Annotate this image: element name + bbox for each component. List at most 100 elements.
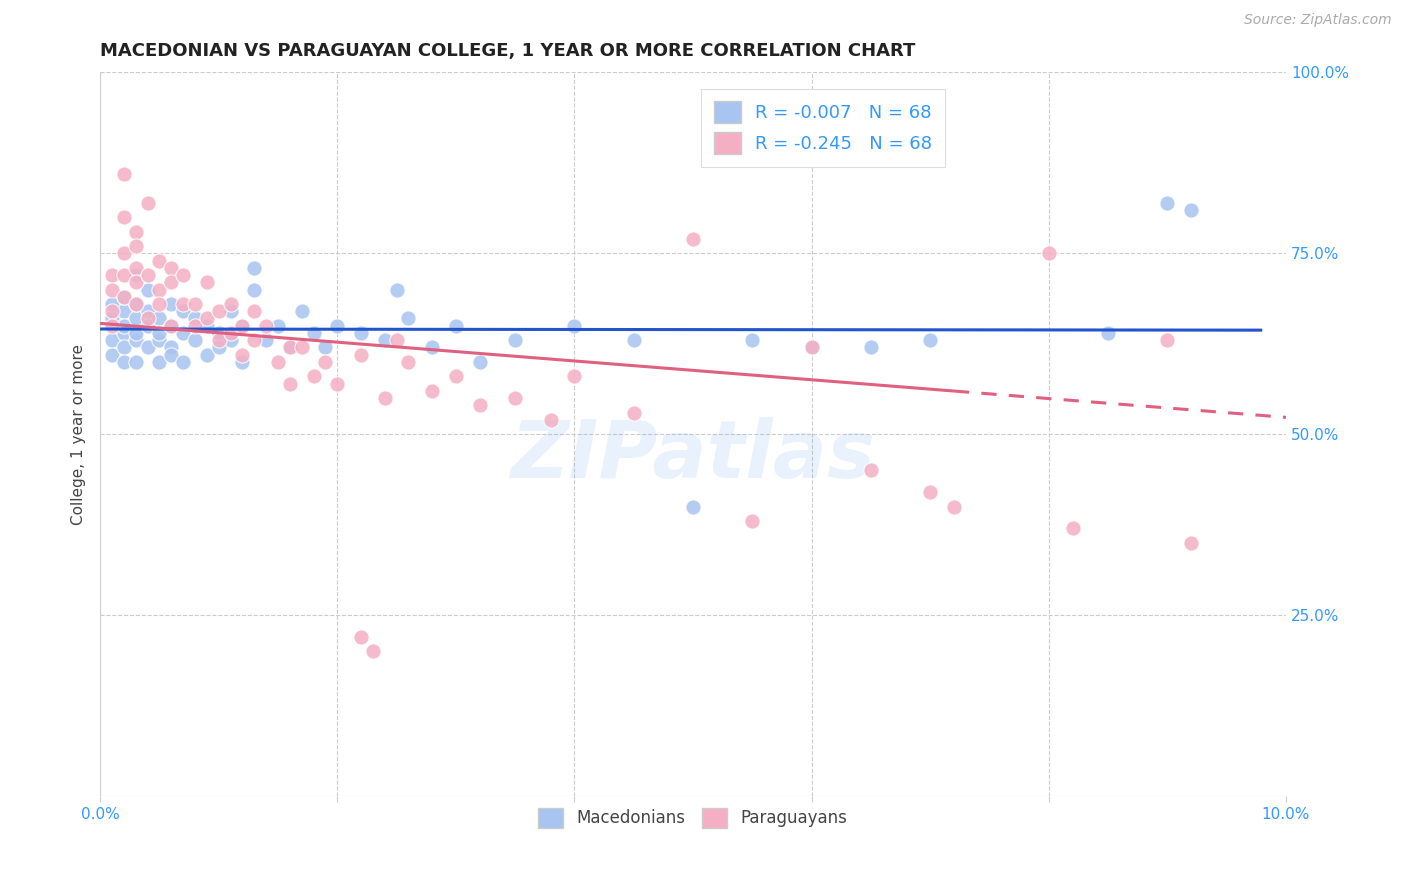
Point	[219, 304, 242, 318]
Point	[112, 210, 135, 224]
Point	[398, 355, 420, 369]
Point	[160, 318, 183, 333]
Point	[243, 260, 266, 275]
Point	[374, 391, 396, 405]
Point	[112, 246, 135, 260]
Point	[231, 318, 253, 333]
Point	[112, 326, 135, 340]
Y-axis label: College, 1 year or more: College, 1 year or more	[72, 343, 86, 524]
Point	[231, 318, 253, 333]
Point	[741, 333, 763, 347]
Point	[1038, 246, 1060, 260]
Point	[231, 348, 253, 362]
Point	[540, 413, 562, 427]
Point	[208, 340, 231, 354]
Point	[374, 333, 396, 347]
Point	[254, 333, 277, 347]
Point	[160, 260, 183, 275]
Point	[136, 195, 159, 210]
Point	[112, 167, 135, 181]
Point	[564, 369, 586, 384]
Point	[125, 333, 148, 347]
Point	[125, 268, 148, 282]
Point	[184, 318, 207, 333]
Point	[184, 311, 207, 326]
Point	[112, 318, 135, 333]
Point	[125, 326, 148, 340]
Point	[623, 333, 645, 347]
Point	[148, 333, 170, 347]
Point	[101, 304, 124, 318]
Point	[361, 644, 384, 658]
Point	[101, 297, 124, 311]
Text: MACEDONIAN VS PARAGUAYAN COLLEGE, 1 YEAR OR MORE CORRELATION CHART: MACEDONIAN VS PARAGUAYAN COLLEGE, 1 YEAR…	[100, 42, 915, 60]
Point	[682, 232, 704, 246]
Point	[125, 311, 148, 326]
Point	[741, 514, 763, 528]
Point	[160, 340, 183, 354]
Point	[112, 304, 135, 318]
Point	[136, 304, 159, 318]
Point	[125, 355, 148, 369]
Point	[112, 340, 135, 354]
Point	[859, 463, 882, 477]
Point	[800, 340, 823, 354]
Point	[302, 326, 325, 340]
Point	[564, 318, 586, 333]
Point	[112, 290, 135, 304]
Point	[136, 311, 159, 326]
Point	[148, 311, 170, 326]
Point	[314, 340, 336, 354]
Point	[195, 318, 218, 333]
Point	[920, 333, 942, 347]
Point	[219, 297, 242, 311]
Point	[101, 333, 124, 347]
Point	[125, 297, 148, 311]
Point	[160, 318, 183, 333]
Point	[112, 290, 135, 304]
Point	[195, 275, 218, 289]
Point	[195, 311, 218, 326]
Point	[1062, 521, 1084, 535]
Point	[420, 384, 443, 398]
Point	[125, 260, 148, 275]
Point	[326, 376, 349, 391]
Point	[291, 304, 314, 318]
Point	[385, 283, 408, 297]
Point	[160, 275, 183, 289]
Point	[468, 398, 491, 412]
Point	[172, 304, 194, 318]
Point	[125, 239, 148, 253]
Point	[148, 253, 170, 268]
Point	[302, 369, 325, 384]
Point	[208, 326, 231, 340]
Point	[125, 297, 148, 311]
Point	[136, 283, 159, 297]
Point	[136, 318, 159, 333]
Point	[278, 340, 301, 354]
Point	[350, 630, 373, 644]
Point	[254, 318, 277, 333]
Point	[859, 340, 882, 354]
Point	[350, 326, 373, 340]
Point	[800, 340, 823, 354]
Point	[101, 311, 124, 326]
Point	[243, 304, 266, 318]
Point	[326, 318, 349, 333]
Text: ZIPatlas: ZIPatlas	[510, 417, 876, 495]
Point	[184, 333, 207, 347]
Point	[243, 333, 266, 347]
Point	[231, 355, 253, 369]
Point	[1156, 333, 1178, 347]
Point	[350, 348, 373, 362]
Point	[291, 340, 314, 354]
Point	[172, 355, 194, 369]
Point	[314, 355, 336, 369]
Point	[101, 348, 124, 362]
Point	[208, 304, 231, 318]
Point	[148, 355, 170, 369]
Point	[444, 318, 467, 333]
Point	[101, 283, 124, 297]
Point	[503, 391, 526, 405]
Point	[385, 333, 408, 347]
